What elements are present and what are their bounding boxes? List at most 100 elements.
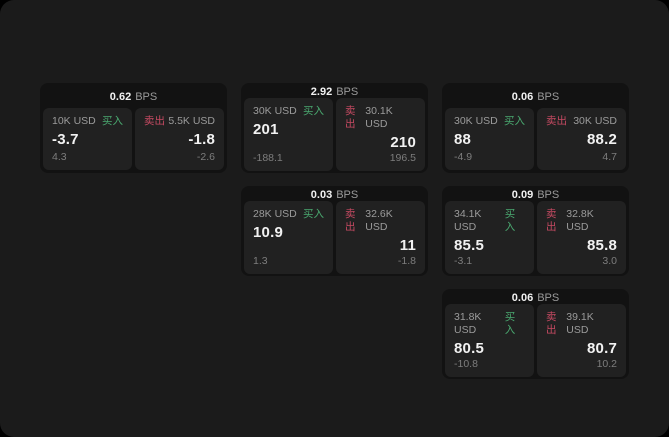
sell-sub-value: 4.7 [602, 151, 617, 163]
sell-header-row: 卖出 5.5K USD [144, 115, 215, 128]
spread-unit-label: BPS [135, 91, 158, 103]
spread-value: 0.62 [109, 91, 132, 103]
buy-price: -3.7 [52, 131, 79, 148]
spread-header: 0.03 BPS [244, 189, 425, 201]
buy-amount: 10K USD [52, 115, 96, 127]
buy-amount: 28K USD [253, 208, 297, 220]
buy-side-label: 买入 [303, 105, 324, 117]
sell-panel[interactable]: 卖出 32.6K USD 11 -1.8 [336, 201, 425, 274]
spread-unit-label: BPS [336, 189, 359, 201]
sell-price: -1.8 [188, 131, 215, 148]
sell-amount: 39.1K USD [566, 311, 594, 336]
sell-panel[interactable]: 卖出 32.8K USD 85.8 3.0 [537, 201, 626, 274]
buy-sub-value: 4.3 [52, 151, 67, 163]
spread-value: 0.06 [511, 292, 534, 304]
sell-price: 80.7 [587, 340, 617, 357]
spread-value: 2.92 [310, 86, 333, 98]
sell-panel[interactable]: 卖出 30.1K USD 210 196.5 [336, 98, 425, 171]
spread-unit-label: BPS [336, 86, 359, 98]
buy-amount: 30K USD [454, 115, 498, 127]
sell-side-label: 卖出 [345, 208, 356, 233]
sell-price: 11 [399, 237, 416, 254]
spread-header: 0.62 BPS [43, 86, 224, 108]
buy-price: 201 [253, 121, 279, 138]
sell-header-row: 卖出 30K USD [546, 115, 617, 128]
buy-sell-panels: 30K USD 买入 88 -4.9 卖出 30K USD 88.2 4.7 [445, 108, 626, 170]
spread-header: 0.06 BPS [445, 292, 626, 304]
buy-price: 80.5 [454, 340, 484, 357]
sell-amount: 32.8K USD [566, 208, 594, 233]
quote-card: 0.06 BPS 31.8K USD 买入 80.5 -10.8 卖出 39.1… [442, 289, 629, 379]
buy-panel[interactable]: 34.1K USD 买入 85.5 -3.1 [445, 201, 534, 274]
buy-side-label: 买入 [504, 208, 516, 233]
buy-header-row: 30K USD 买入 [454, 115, 525, 128]
spread-value: 0.09 [511, 189, 534, 201]
buy-price: 85.5 [454, 237, 484, 254]
sell-price: 210 [390, 134, 416, 151]
spread-unit-label: BPS [537, 189, 560, 201]
buy-panel[interactable]: 28K USD 买入 10.9 1.3 [244, 201, 333, 274]
buy-sub-value: -188.1 [253, 152, 283, 164]
sell-side-label: 卖出 [144, 115, 165, 127]
buy-sub-value: -10.8 [454, 358, 478, 370]
sell-header-row: 卖出 32.6K USD [345, 208, 416, 234]
sell-side-label: 卖出 [546, 115, 567, 127]
sell-price: 85.8 [587, 237, 617, 254]
quote-card: 0.09 BPS 34.1K USD 买入 85.5 -3.1 卖出 32.8K… [442, 186, 629, 276]
buy-sell-panels: 31.8K USD 买入 80.5 -10.8 卖出 39.1K USD 80.… [445, 304, 626, 377]
buy-side-label: 买入 [102, 115, 123, 127]
buy-sub-value: -3.1 [454, 255, 473, 267]
spread-header: 2.92 BPS [244, 86, 425, 98]
sell-panel[interactable]: 卖出 5.5K USD -1.8 -2.6 [135, 108, 224, 170]
buy-amount: 31.8K USD [454, 311, 482, 336]
buy-header-row: 10K USD 买入 [52, 115, 123, 128]
sell-header-row: 卖出 39.1K USD [546, 311, 617, 337]
spread-value: 0.03 [310, 189, 333, 201]
sell-sub-value: -1.8 [397, 255, 416, 267]
buy-side-label: 买入 [504, 311, 516, 336]
buy-panel[interactable]: 30K USD 买入 201 -188.1 [244, 98, 333, 171]
spread-unit-label: BPS [537, 292, 560, 304]
sell-price: 88.2 [587, 131, 617, 148]
quote-card: 0.06 BPS 30K USD 买入 88 -4.9 卖出 30K USD 8… [442, 83, 629, 173]
buy-panel[interactable]: 30K USD 买入 88 -4.9 [445, 108, 534, 170]
quote-card: 2.92 BPS 30K USD 买入 201 -188.1 卖出 30.1K … [241, 83, 428, 173]
buy-price: 88 [454, 131, 472, 148]
spread-value: 0.06 [511, 91, 534, 103]
sell-header-row: 卖出 30.1K USD [345, 105, 416, 131]
buy-side-label: 买入 [504, 115, 525, 127]
quote-card: 0.03 BPS 28K USD 买入 10.9 1.3 卖出 32.6K US… [241, 186, 428, 276]
sell-amount: 30.1K USD [365, 105, 393, 130]
buy-panel[interactable]: 31.8K USD 买入 80.5 -10.8 [445, 304, 534, 377]
spread-unit-label: BPS [537, 91, 560, 103]
buy-header-row: 28K USD 买入 [253, 208, 324, 221]
sell-sub-value: 10.2 [596, 358, 617, 370]
spread-header: 0.06 BPS [445, 86, 626, 108]
sell-side-label: 卖出 [546, 311, 557, 336]
buy-header-row: 31.8K USD 买入 [454, 311, 525, 337]
sell-sub-value: 196.5 [389, 152, 416, 164]
buy-sell-panels: 10K USD 买入 -3.7 4.3 卖出 5.5K USD -1.8 -2.… [43, 108, 224, 170]
sell-side-label: 卖出 [345, 105, 356, 130]
buy-sub-value: 1.3 [253, 255, 268, 267]
buy-amount: 30K USD [253, 105, 297, 117]
sell-sub-value: 3.0 [602, 255, 617, 267]
buy-price: 10.9 [253, 224, 283, 241]
sell-sub-value: -2.6 [196, 151, 215, 163]
buy-panel[interactable]: 10K USD 买入 -3.7 4.3 [43, 108, 132, 170]
sell-header-row: 卖出 32.8K USD [546, 208, 617, 234]
buy-sell-panels: 30K USD 买入 201 -188.1 卖出 30.1K USD 210 1… [244, 98, 425, 171]
sell-amount: 5.5K USD [168, 115, 215, 127]
quotes-grid: 0.62 BPS 10K USD 买入 -3.7 4.3 卖出 5.5K USD… [40, 83, 629, 379]
quote-card: 0.62 BPS 10K USD 买入 -3.7 4.3 卖出 5.5K USD… [40, 83, 227, 173]
buy-header-row: 34.1K USD 买入 [454, 208, 525, 234]
sell-side-label: 卖出 [546, 208, 557, 233]
spread-header: 0.09 BPS [445, 189, 626, 201]
buy-sub-value: -4.9 [454, 151, 473, 163]
sell-panel[interactable]: 卖出 39.1K USD 80.7 10.2 [537, 304, 626, 377]
buy-side-label: 买入 [303, 208, 324, 220]
sell-panel[interactable]: 卖出 30K USD 88.2 4.7 [537, 108, 626, 170]
sell-amount: 32.6K USD [365, 208, 393, 233]
